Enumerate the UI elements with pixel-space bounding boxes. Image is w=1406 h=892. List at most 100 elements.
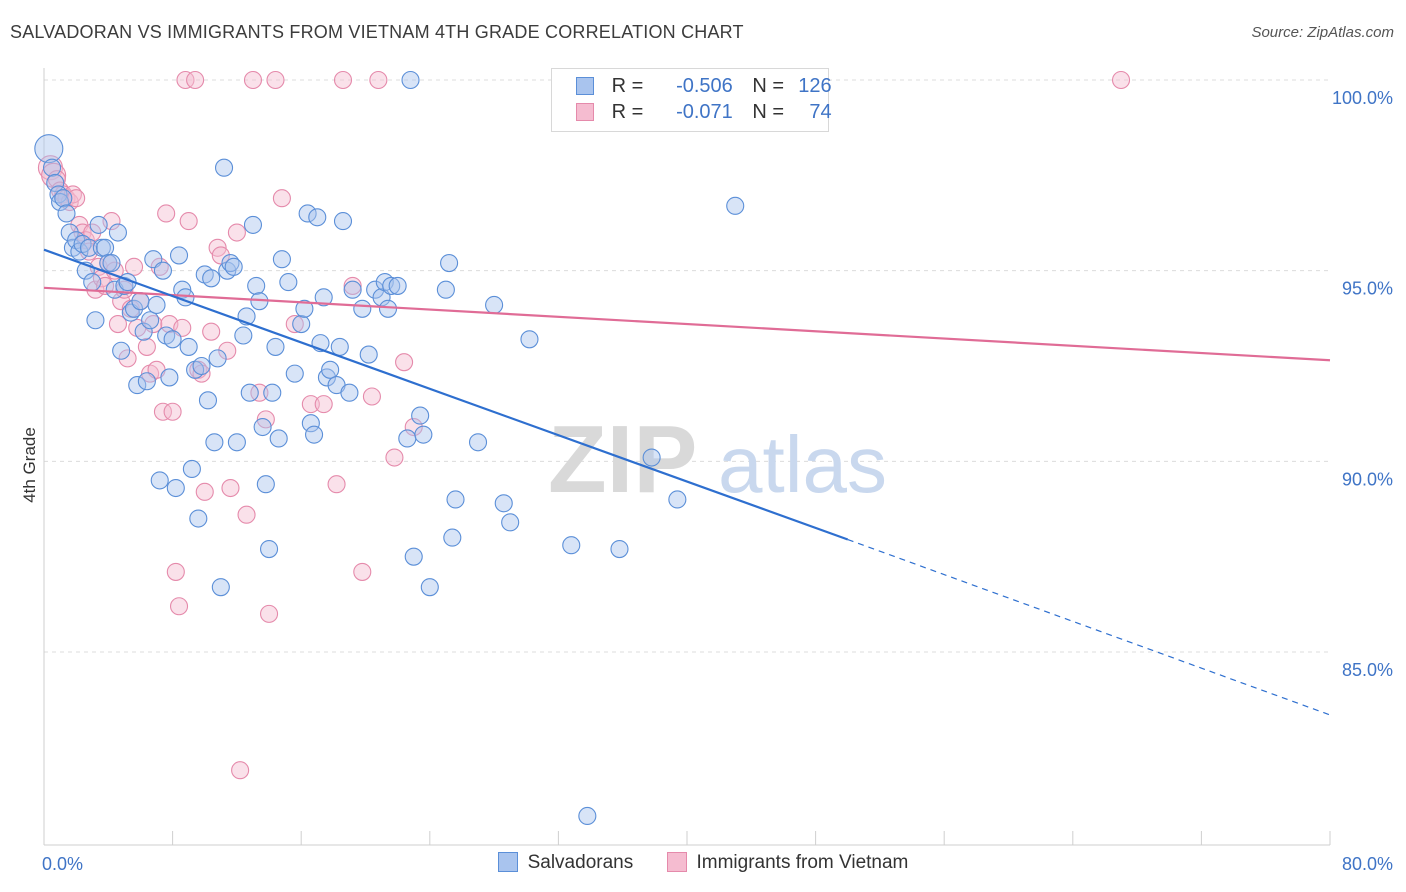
vietnam-point	[176, 70, 195, 90]
salvadoran-point	[54, 189, 73, 208]
salvadoran-point	[134, 322, 153, 341]
vietnam-point	[166, 562, 185, 581]
salvadoran-point	[108, 223, 127, 242]
salvadoran-point	[89, 215, 108, 234]
salvadoran-point	[359, 345, 378, 364]
salvadoran-point	[102, 253, 121, 273]
salvadoran-point	[211, 578, 230, 597]
salvadoran-point	[124, 299, 144, 318]
salvadoran-point	[388, 276, 407, 295]
salvadoran-point	[46, 173, 65, 193]
vietnam-point	[314, 395, 333, 414]
salvadoran-point	[42, 158, 62, 177]
salvadoran-point	[610, 539, 629, 559]
vietnam-point	[272, 189, 291, 208]
salvadoran-point	[468, 433, 488, 452]
salvadoran-point	[378, 299, 398, 318]
blue-swatch	[576, 77, 594, 95]
salvadoran-point	[227, 433, 246, 452]
salvadoran-point	[668, 490, 687, 509]
vietnam-point	[202, 322, 221, 341]
vietnam-point	[221, 478, 240, 498]
vietnam-point	[118, 349, 137, 368]
salvadoran-point	[414, 425, 433, 444]
source-label: Source: ZipAtlas.com	[1251, 24, 1394, 41]
salvadoran-point	[166, 478, 185, 498]
r-value-2: -0.071	[676, 101, 733, 123]
salvadoran-point	[182, 459, 201, 479]
salvadoran-point	[57, 204, 76, 223]
y-tick-label: 95.0%	[1342, 279, 1393, 299]
salvadoran-point	[96, 238, 115, 257]
salvadoran-point	[578, 806, 597, 826]
salvadoran-point	[501, 513, 520, 532]
vietnam-point	[395, 353, 414, 372]
salvadoran-trend-extension	[847, 538, 1331, 716]
salvadoran-point	[333, 212, 353, 231]
vietnam-point	[124, 257, 144, 276]
y-axis-label: 4th Grade	[20, 427, 39, 503]
salvadoran-point	[295, 299, 314, 318]
salvadoran-point	[562, 536, 581, 555]
salvadoran-point	[112, 341, 131, 360]
salvadoran-point	[205, 433, 224, 452]
salvadoran-point	[202, 269, 221, 288]
r-label-1: R =	[611, 75, 644, 97]
salvadoran-point	[240, 383, 259, 402]
vietnam-point	[1111, 70, 1131, 90]
r-label-2: R =	[611, 101, 644, 123]
vietnam-point	[231, 761, 250, 780]
vietnam-point	[163, 402, 182, 421]
watermark: ZIP atlas	[548, 406, 887, 513]
vietnam-trend-line	[43, 286, 1331, 362]
chart-title: SALVADORAN VS IMMIGRANTS FROM VIETNAM 4T…	[10, 22, 744, 42]
salvadoran-point	[494, 494, 513, 513]
salvadoran-point	[208, 349, 227, 368]
vietnam-point	[108, 315, 127, 334]
salvadoran-point	[398, 429, 417, 448]
vietnam-point	[237, 505, 256, 524]
salvadoran-point	[343, 280, 362, 299]
salvadoran-point	[401, 70, 420, 90]
salvadoran-point	[150, 471, 169, 490]
vietnam-point	[179, 212, 198, 231]
vietnam-point	[227, 223, 246, 242]
vietnam-point	[362, 387, 381, 406]
salvadoran-point	[269, 429, 288, 448]
series-legend: Salvadorans Immigrants from Vietnam	[0, 852, 1406, 874]
salvadoran-point	[247, 276, 266, 295]
salvadoran-point	[642, 448, 661, 467]
salvadoran-point	[314, 288, 333, 307]
salvadoran-point	[198, 391, 218, 410]
vietnam-point	[195, 482, 214, 501]
salvadoran-point	[436, 280, 455, 299]
salvadoran-point	[411, 406, 430, 425]
y-tick-label: 100.0%	[1332, 88, 1393, 108]
salvadorans-swatch	[497, 852, 518, 872]
salvadoran-point	[443, 528, 462, 547]
salvadoran-point	[169, 246, 189, 265]
salvadoran-point	[234, 326, 253, 345]
salvadoran-point	[83, 273, 102, 292]
vietnam-point	[327, 475, 346, 494]
salvadoran-point	[163, 330, 182, 349]
legend-item-vietnam[interactable]: Immigrants from Vietnam	[666, 852, 908, 874]
trend-lines	[43, 248, 1331, 716]
salvadorans-label: Salvadorans	[527, 852, 634, 873]
salvadoran-point	[147, 295, 166, 315]
salvadoran-point	[60, 223, 79, 242]
salvadoran-point	[137, 372, 156, 391]
salvadoran-point	[353, 299, 372, 318]
legend-row-salvadorans: R = -0.506 N = 126	[576, 75, 832, 101]
vietnam-point	[285, 315, 304, 334]
salvadoran-point	[340, 383, 359, 402]
salvadoran-point	[272, 250, 291, 269]
salvadoran-point	[131, 292, 150, 311]
vietnam-point	[250, 383, 269, 402]
axis-layer: 100.0% 95.0% 90.0% 85.0% 0.0% 80.0%	[42, 68, 1393, 874]
salvadoran-point	[726, 196, 745, 215]
salvadoran-point	[520, 330, 539, 349]
salvadoran-point	[404, 547, 423, 566]
legend-item-salvadorans[interactable]: Salvadorans	[497, 852, 634, 874]
salvadoran-point	[279, 273, 298, 292]
